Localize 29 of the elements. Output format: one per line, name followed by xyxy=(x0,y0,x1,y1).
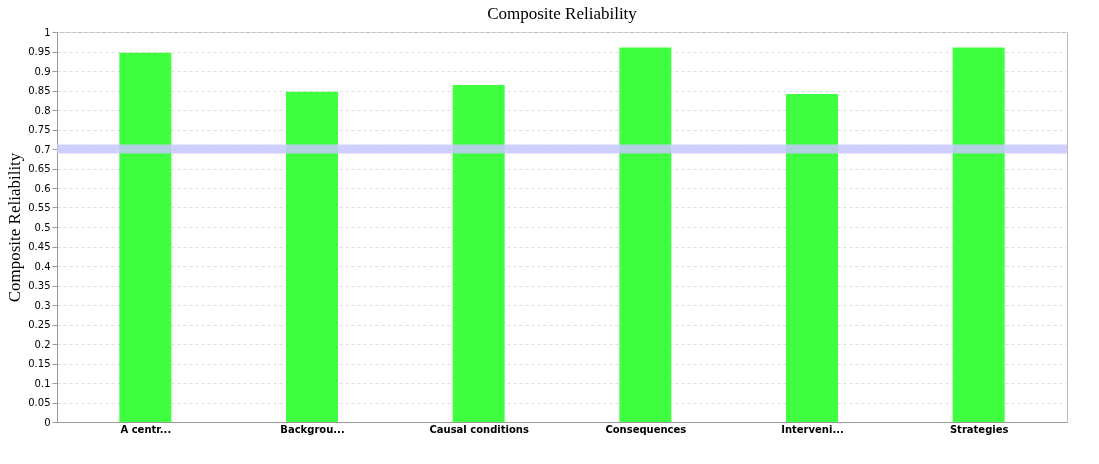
y-tick-label: 0.55 xyxy=(28,202,51,213)
y-tick-label: 0.05 xyxy=(28,397,51,408)
y-axis-title: Composite Reliability xyxy=(5,152,25,303)
y-tick-label: 0.75 xyxy=(28,124,51,135)
chart-title: Composite Reliability xyxy=(487,4,638,23)
y-tick-label: 0.4 xyxy=(34,260,51,272)
y-tick-label: 0.6 xyxy=(34,182,51,194)
y-tick-label: 0.2 xyxy=(34,338,51,350)
x-tick-label: Backgrou... xyxy=(280,423,345,435)
x-tick-label: Consequences xyxy=(605,423,687,435)
y-tick-label: 0.95 xyxy=(28,46,51,57)
x-tick-label: A centr... xyxy=(120,423,172,435)
y-tick-label: 0.45 xyxy=(28,241,51,252)
x-tick-label: Causal conditions xyxy=(429,423,529,435)
y-tick-label: 0.3 xyxy=(34,299,51,311)
x-tick-label: Strategies xyxy=(949,423,1009,435)
y-tick-label: 0.25 xyxy=(28,319,51,330)
x-tick-label: Interveni... xyxy=(781,423,844,435)
y-tick-label: 0.1 xyxy=(34,377,51,389)
y-tick-label: 0.9 xyxy=(34,65,51,77)
y-tick-label: 1 xyxy=(44,26,51,38)
y-tick-label: 0.35 xyxy=(28,280,51,291)
y-tick-label: 0.5 xyxy=(34,221,51,233)
y-tick-label: 0 xyxy=(44,416,51,428)
y-tick-label: 0.8 xyxy=(34,104,51,116)
y-tick-label: 0.15 xyxy=(28,358,51,369)
y-tick-label: 0.7 xyxy=(34,143,51,155)
y-tick-label: 0.85 xyxy=(28,85,51,96)
y-tick-label: 0.65 xyxy=(28,163,51,174)
